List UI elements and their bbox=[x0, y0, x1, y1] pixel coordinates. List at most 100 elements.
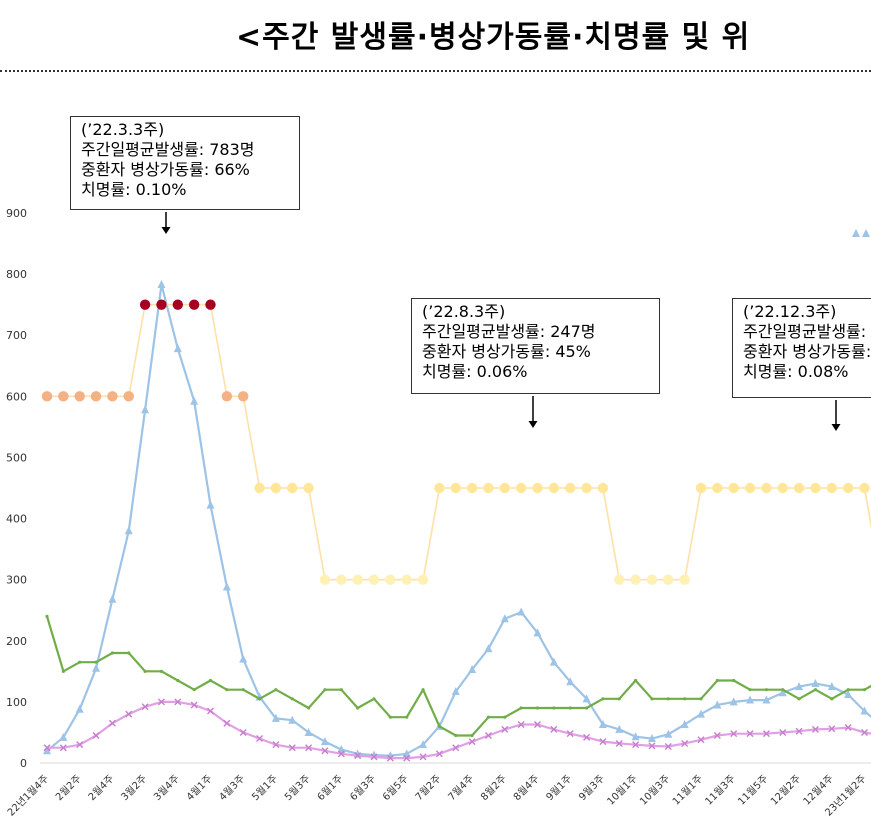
alert-point bbox=[139, 299, 151, 310]
hospital-point bbox=[143, 669, 147, 673]
cross-stroke bbox=[730, 730, 738, 738]
fatality-point bbox=[370, 753, 378, 761]
alert-point bbox=[548, 482, 560, 494]
hospital-point bbox=[339, 688, 343, 692]
y-tick-label: 800 bbox=[6, 268, 27, 281]
alert-point bbox=[581, 482, 592, 494]
fatality-point bbox=[844, 724, 852, 732]
cross-stroke bbox=[59, 744, 67, 752]
cross-stroke bbox=[157, 698, 165, 706]
fatality-point bbox=[419, 753, 427, 761]
y-tick-label: 900 bbox=[6, 207, 27, 220]
alert-point bbox=[107, 391, 118, 402]
y-tick-label: 400 bbox=[6, 513, 27, 526]
alert-point bbox=[188, 299, 200, 310]
x-tick-label: 3월4주 bbox=[151, 773, 181, 803]
fatality-point bbox=[141, 703, 149, 711]
cross-stroke bbox=[664, 743, 672, 750]
x-tick-label: 4월3주 bbox=[217, 773, 247, 803]
hospital-point bbox=[634, 678, 638, 683]
cross-stroke bbox=[403, 754, 411, 762]
cross-stroke bbox=[108, 719, 116, 727]
fatality-point bbox=[566, 730, 574, 738]
fatality-point bbox=[386, 754, 394, 762]
cross-stroke bbox=[419, 753, 427, 761]
fatality-point bbox=[174, 698, 182, 706]
cross-stroke bbox=[141, 703, 149, 711]
hospital-point bbox=[372, 697, 376, 701]
cross-stroke bbox=[566, 730, 574, 738]
incidence-point bbox=[713, 700, 722, 709]
cross-stroke bbox=[305, 744, 313, 752]
fatality-point bbox=[762, 730, 770, 738]
alert-point bbox=[41, 391, 53, 402]
x-tick-label: 6월1주 bbox=[315, 773, 345, 803]
hospital-point bbox=[584, 706, 589, 710]
annotation-line: (’22.3.3주) bbox=[81, 120, 165, 139]
incidence-point bbox=[844, 690, 853, 699]
cross-stroke bbox=[125, 710, 133, 718]
fatality-point bbox=[272, 741, 280, 749]
hospital-point bbox=[846, 688, 850, 692]
cross-stroke bbox=[207, 707, 214, 715]
cross-stroke bbox=[599, 738, 607, 746]
incidence-point bbox=[239, 654, 248, 663]
incidence-point bbox=[664, 729, 673, 738]
cross-stroke bbox=[452, 744, 460, 752]
fatality-point bbox=[207, 707, 214, 715]
title-divider bbox=[0, 70, 871, 72]
incidence-point bbox=[108, 594, 117, 603]
incidence-line bbox=[46, 283, 871, 757]
cross-stroke bbox=[223, 719, 231, 727]
fatality-point bbox=[59, 744, 67, 752]
fatality-point bbox=[239, 728, 247, 736]
alert-point bbox=[483, 482, 494, 494]
cross-stroke bbox=[190, 701, 198, 709]
x-tick-label: 9월3주 bbox=[577, 773, 607, 803]
fatality-point bbox=[828, 725, 836, 733]
x-tick-label: 2월2주 bbox=[53, 773, 83, 803]
x-tick-label: 5월1주 bbox=[250, 773, 280, 803]
alert-point bbox=[842, 482, 854, 494]
incidence-point bbox=[288, 715, 297, 724]
incidence-point bbox=[860, 706, 869, 715]
alert-point bbox=[74, 391, 85, 402]
hospital-point bbox=[388, 715, 392, 719]
x-tick-label: 8월4주 bbox=[511, 773, 541, 803]
cross-stroke bbox=[272, 741, 280, 749]
fatality-point bbox=[223, 719, 231, 727]
incidence-point bbox=[598, 720, 607, 728]
annotation-line: 치명률: 0.08% bbox=[743, 362, 849, 381]
hospital-point bbox=[862, 688, 867, 692]
hospital-line bbox=[45, 615, 871, 737]
alert-line bbox=[47, 303, 871, 581]
fatality-point bbox=[583, 733, 591, 741]
incidence-point bbox=[222, 582, 231, 591]
hospital-point bbox=[454, 733, 458, 738]
cross-stroke bbox=[288, 744, 296, 752]
y-tick-label: 0 bbox=[20, 757, 27, 770]
cross-stroke bbox=[550, 725, 558, 733]
hospital-point bbox=[225, 688, 229, 692]
alert-point bbox=[352, 574, 363, 585]
x-tick-label: 7월4주 bbox=[446, 773, 476, 803]
cross-stroke bbox=[43, 744, 51, 752]
hospital-point bbox=[208, 678, 213, 683]
annotation-peak-december: (’22.12.3주) 주간일평균발생률: 중환자 병상가동률: 치명률: 0.… bbox=[732, 298, 871, 398]
cross-stroke bbox=[174, 698, 182, 706]
incidence-point bbox=[517, 607, 526, 616]
x-tick-label: 8월2주 bbox=[478, 773, 508, 803]
fatality-point bbox=[125, 710, 133, 718]
hospital-point bbox=[732, 678, 736, 683]
incidence-point bbox=[75, 704, 84, 713]
fatality-point bbox=[664, 743, 672, 750]
alert-point bbox=[679, 574, 690, 585]
incidence-point bbox=[827, 682, 836, 691]
incidence-point bbox=[852, 229, 860, 237]
alert-point bbox=[254, 482, 265, 494]
y-tick-label: 100 bbox=[6, 696, 27, 709]
cross-stroke bbox=[615, 739, 623, 747]
alert-point bbox=[434, 482, 445, 494]
fatality-point bbox=[599, 738, 607, 746]
hospital-point bbox=[274, 688, 278, 692]
